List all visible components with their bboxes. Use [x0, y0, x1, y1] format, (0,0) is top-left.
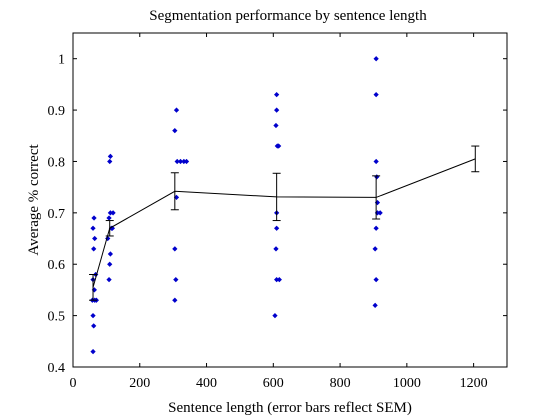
data-point	[173, 277, 179, 283]
data-point	[107, 261, 113, 267]
data-point	[273, 122, 279, 129]
scatter-points	[89, 56, 383, 355]
data-point	[183, 158, 190, 165]
mean-line-path	[92, 158, 476, 288]
data-point	[90, 348, 96, 355]
data-point	[373, 158, 379, 165]
data-point	[274, 225, 280, 231]
mean-line	[89, 145, 480, 301]
data-point	[276, 143, 282, 149]
data-point	[172, 246, 178, 252]
y-axis-label: Average % correct	[26, 144, 42, 256]
data-point	[373, 56, 379, 62]
x-tick-label: 0	[70, 376, 77, 391]
data-point	[90, 312, 96, 319]
data-point	[106, 215, 112, 221]
x-tick-label: 200	[129, 376, 150, 391]
x-tick-label: 400	[196, 376, 217, 391]
x-tick-label: 1000	[393, 376, 421, 391]
y-tick-label: 0.5	[48, 310, 66, 325]
data-point	[372, 302, 378, 308]
data-point	[172, 128, 178, 134]
data-point	[172, 297, 178, 303]
x-tick-label: 1200	[460, 376, 488, 391]
axis-ticks: 0 200 400 600 800 1000 1200 0.4 0.5 0.6 0.7 0.8 0.9 1	[48, 33, 507, 391]
plot-area	[72, 32, 508, 368]
data-point	[91, 215, 97, 221]
y-tick-label: 0.6	[48, 258, 66, 273]
data-point	[173, 107, 180, 113]
y-tick-label: 0.8	[48, 155, 66, 170]
data-point	[276, 277, 282, 283]
y-tick-label: 1	[58, 53, 65, 68]
data-point	[274, 92, 280, 98]
data-point	[92, 235, 98, 242]
data-point	[110, 210, 116, 216]
data-point	[91, 246, 97, 252]
data-point	[272, 312, 278, 319]
data-point	[372, 246, 378, 252]
data-point	[106, 277, 112, 283]
x-tick-label: 800	[330, 376, 351, 391]
y-tick-label: 0.9	[48, 104, 66, 119]
chart-title: Segmentation performance by sentence len…	[149, 8, 427, 24]
data-point	[90, 225, 96, 231]
data-point	[374, 174, 380, 180]
data-point	[373, 225, 379, 231]
data-point	[377, 210, 383, 216]
x-tick-label: 600	[263, 376, 284, 391]
data-point	[107, 153, 114, 159]
data-point	[107, 158, 113, 165]
x-axis-label: Sentence length (error bars reflect SEM)	[168, 400, 412, 416]
y-tick-label: 0.4	[48, 361, 66, 376]
data-point	[373, 92, 379, 98]
data-point	[91, 323, 97, 329]
data-point	[273, 246, 279, 252]
data-point	[373, 277, 379, 283]
data-point	[107, 251, 114, 257]
data-point	[274, 107, 280, 113]
y-tick-label: 0.7	[48, 207, 66, 222]
